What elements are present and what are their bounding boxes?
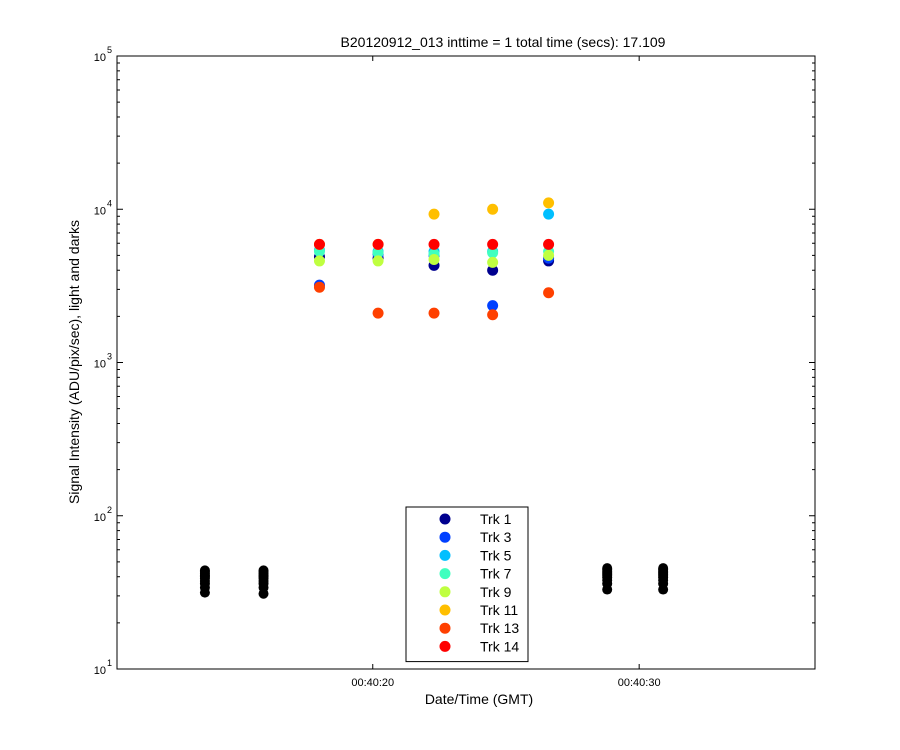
y-tick-label: 10 xyxy=(94,359,106,371)
legend-box xyxy=(405,506,529,663)
point-trk-13 xyxy=(487,309,499,321)
dark-point xyxy=(258,565,269,576)
x-tick-label: 00:40:20 xyxy=(351,677,394,689)
y-tick-exponent: 3 xyxy=(107,352,112,362)
legend: Trk 1 Trk 3 Trk 5 Trk 7 Trk 9 Trk 11 Trk 13 Trk… xyxy=(405,506,529,663)
legend-label: Trk 7 xyxy=(480,566,512,582)
y-tick-exponent: 4 xyxy=(107,198,112,208)
point-trk-13 xyxy=(428,307,440,319)
point-trk-5 xyxy=(543,208,555,220)
point-trk-13 xyxy=(313,281,325,293)
y-axis-label: Signal Intensity (ADU/pix/sec), light an… xyxy=(66,220,82,504)
point-trk-9 xyxy=(487,256,499,268)
y-tick-exponent: 5 xyxy=(107,45,112,55)
legend-label: Trk 1 xyxy=(480,511,512,527)
legend-label: Trk 3 xyxy=(480,529,512,545)
point-trk-11 xyxy=(543,197,555,209)
point-trk-14 xyxy=(313,238,325,250)
point-trk-11 xyxy=(487,203,499,215)
point-trk-7 xyxy=(487,247,499,259)
legend-marker xyxy=(439,549,451,561)
point-trk-7 xyxy=(372,247,384,259)
y-tick-exponent: 1 xyxy=(107,658,112,668)
point-trk-14 xyxy=(428,238,440,250)
y-tick-label: 10 xyxy=(94,52,106,64)
point-trk-1 xyxy=(487,264,499,276)
legend-marker xyxy=(439,531,451,543)
chart-title: B20120912_013 inttime = 1 total time (se… xyxy=(341,34,666,50)
y-tick-exponent: 2 xyxy=(107,505,112,515)
point-trk-14 xyxy=(372,238,384,250)
legend-marker xyxy=(439,604,451,616)
legend-marker xyxy=(439,513,451,525)
y-tick-label: 10 xyxy=(94,205,106,217)
x-tick-label: 00:40:30 xyxy=(618,677,661,689)
legend-marker xyxy=(439,586,451,598)
legend-label: Trk 11 xyxy=(480,602,518,618)
point-trk-14 xyxy=(487,238,499,250)
legend-label: Trk 9 xyxy=(480,584,512,600)
dark-point xyxy=(199,565,210,576)
point-trk-9 xyxy=(372,255,384,267)
point-trk-13 xyxy=(543,287,555,299)
dark-point xyxy=(658,563,669,574)
point-trk-9 xyxy=(313,255,325,267)
legend-label: Trk 5 xyxy=(480,547,512,563)
point-trk-9 xyxy=(543,249,555,261)
point-trk-3 xyxy=(487,300,499,312)
dark-point xyxy=(602,563,613,574)
point-trk-13 xyxy=(372,307,384,319)
point-trk-14 xyxy=(543,238,555,250)
y-tick-label: 10 xyxy=(94,665,106,677)
legend-label: Trk 14 xyxy=(480,638,519,654)
plot-points xyxy=(199,197,669,599)
point-trk-9 xyxy=(428,254,440,266)
legend-marker xyxy=(439,568,451,580)
point-trk-11 xyxy=(428,208,440,220)
x-axis-label: Date/Time (GMT) xyxy=(425,691,533,707)
legend-marker xyxy=(439,622,451,634)
y-tick-label: 10 xyxy=(94,512,106,524)
legend-marker xyxy=(439,640,451,652)
legend-label: Trk 13 xyxy=(480,620,519,636)
